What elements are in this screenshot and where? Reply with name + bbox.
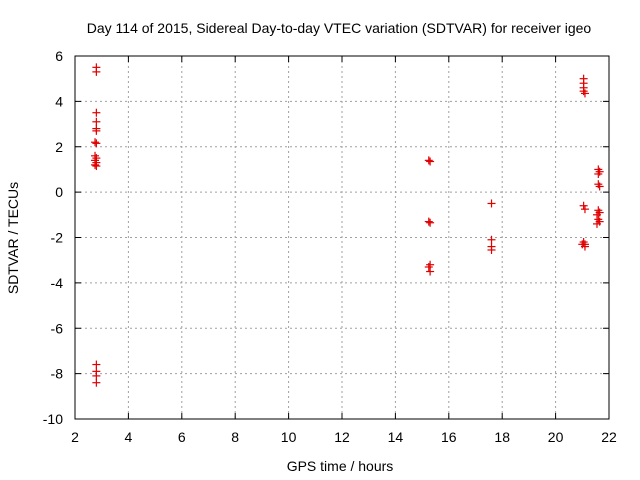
x-tick-label: 12 [334,429,350,445]
data-points [91,63,604,387]
y-tick-label: -8 [51,366,64,382]
x-tick-label: 20 [548,429,564,445]
y-tick-labels: -10 -8 -6 -4 -2 0 2 4 6 [43,48,63,427]
x-tick-label: 22 [601,429,617,445]
data-point [487,245,496,254]
data-point [91,160,100,169]
data-point [92,360,101,369]
grid-lines [75,56,609,419]
chart-title: Day 114 of 2015, Sidereal Day-to-day VTE… [87,20,592,36]
data-point [487,199,496,208]
y-tick-label: -4 [51,275,64,291]
data-point [595,182,604,191]
data-point [426,218,435,227]
data-point [91,138,100,147]
data-point [424,156,433,165]
y-tick-label: -6 [51,320,64,336]
data-point [594,169,603,178]
data-point [92,378,101,387]
x-tick-label: 16 [441,429,457,445]
data-point [92,117,101,126]
x-tick-labels: 2 4 6 8 10 12 14 16 18 20 22 [71,429,617,445]
data-point [580,89,589,98]
axis-ticks [74,55,610,420]
x-tick-label: 10 [281,429,297,445]
data-point [92,371,101,380]
y-tick-label: 2 [55,139,63,155]
data-point [592,219,601,228]
y-tick-label: 4 [55,93,63,109]
y-tick-label: -2 [51,230,64,246]
x-tick-label: 2 [71,429,79,445]
x-tick-label: 8 [231,429,239,445]
y-tick-label: -10 [43,411,63,427]
x-tick-label: 18 [494,429,510,445]
data-point [424,262,433,271]
y-tick-label: 0 [55,184,63,200]
data-point [424,217,433,226]
data-point [426,157,435,166]
data-point [580,205,589,214]
data-point [487,235,496,244]
data-point [92,67,101,76]
data-point [592,210,601,219]
data-point [92,108,101,117]
data-point [580,242,589,251]
data-point [426,267,435,276]
y-axis-title: SDTVAR / TECUs [5,182,21,294]
data-point [92,162,101,171]
x-tick-label: 14 [388,429,404,445]
x-axis-title: GPS time / hours [287,458,394,474]
data-point [92,139,101,148]
y-tick-label: 6 [55,48,63,64]
data-point [579,201,588,210]
x-tick-label: 4 [125,429,133,445]
data-point [92,126,101,135]
x-tick-label: 6 [178,429,186,445]
